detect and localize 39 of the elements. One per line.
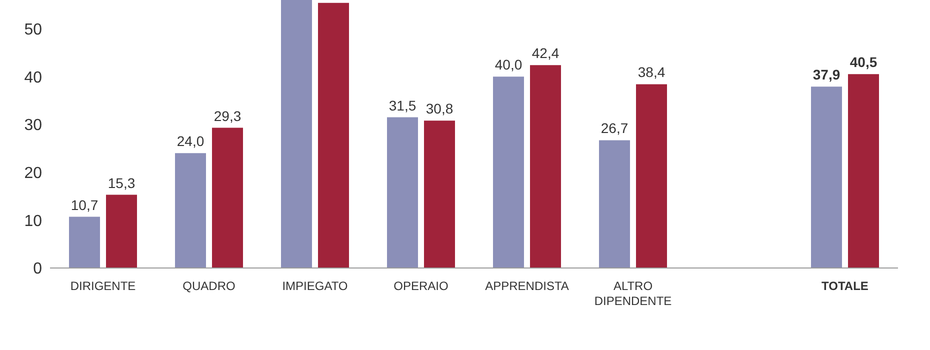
bar — [636, 84, 667, 268]
y-tick-label: 30 — [24, 117, 42, 134]
x-tick-label: TOTALE — [822, 279, 868, 293]
x-tick-label: ALTRO DIPENDENTE — [594, 279, 672, 308]
bar — [387, 117, 418, 268]
bar — [848, 74, 879, 268]
x-tick-label: OPERAIO — [394, 279, 448, 293]
bar — [599, 140, 630, 268]
data-label: 42,4 — [532, 45, 560, 62]
bar — [175, 153, 206, 268]
x-tick-label: IMPIEGATO — [282, 279, 348, 293]
x-tick-label: APPRENDISTA — [485, 279, 569, 293]
data-label: 15,3 — [108, 174, 136, 191]
y-tick-label: 50 — [24, 21, 42, 38]
bar — [106, 194, 137, 268]
bar — [811, 86, 842, 268]
data-label: 40,0 — [494, 56, 522, 73]
bar — [424, 120, 455, 268]
data-label: 26,7 — [600, 120, 628, 136]
data-label: 29,3 — [214, 108, 242, 124]
bar — [493, 76, 524, 268]
x-tick-label: QUADRO — [182, 279, 236, 293]
x-tick-label: DIRIGENTE — [70, 279, 136, 293]
bar — [69, 216, 100, 268]
y-tick-label: 10 — [24, 212, 42, 230]
data-label: 24,0 — [176, 133, 204, 150]
y-tick-label: 40 — [24, 69, 42, 86]
bar — [281, 0, 312, 268]
data-label: 31,5 — [388, 97, 416, 114]
data-label: 37,9 — [812, 66, 840, 83]
y-tick-label: 0 — [33, 260, 42, 278]
data-label: 38,4 — [638, 64, 666, 80]
y-tick-label: 20 — [24, 164, 42, 182]
bar — [318, 2, 349, 268]
data-label: 10,7 — [70, 196, 98, 213]
data-label: 40,5 — [850, 54, 878, 70]
bar — [212, 128, 243, 268]
data-label: 30,8 — [426, 100, 454, 117]
bar — [530, 65, 561, 268]
